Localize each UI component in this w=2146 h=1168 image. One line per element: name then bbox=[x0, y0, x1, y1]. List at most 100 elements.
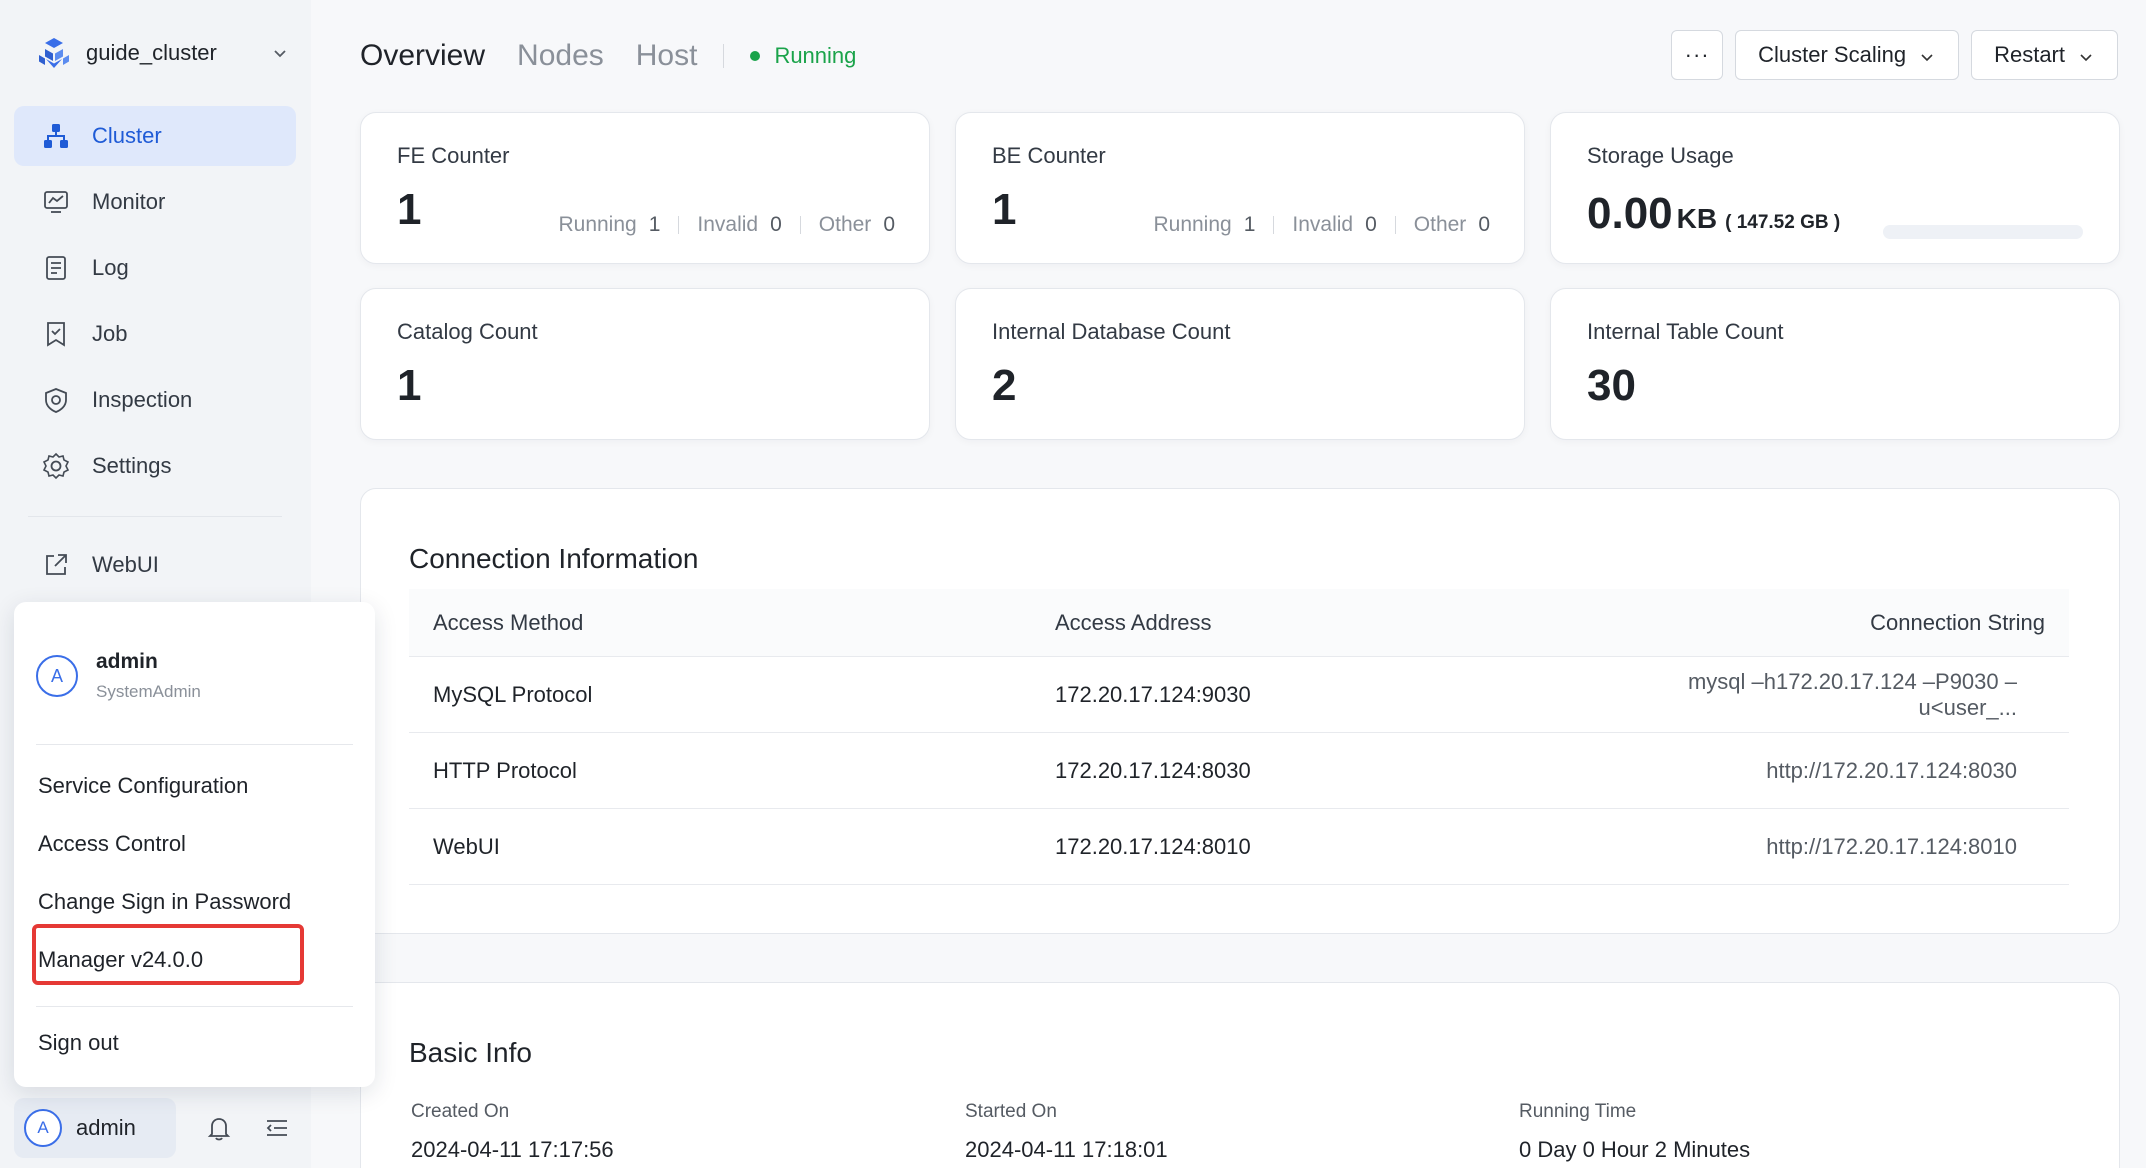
other-count: 0 bbox=[883, 213, 895, 236]
sidebar-item-settings[interactable]: Settings bbox=[14, 436, 296, 496]
running-time-value: 0 Day 0 Hour 2 Minutes bbox=[1519, 1137, 1751, 1162]
bell-icon[interactable] bbox=[204, 1113, 234, 1143]
other-label: Other bbox=[1413, 213, 1467, 236]
tab-overview[interactable]: Overview bbox=[360, 39, 486, 72]
divider bbox=[799, 216, 801, 234]
storage-total: ( 147.52 GB ) bbox=[1725, 212, 1841, 233]
sidebar-item-label: WebUI bbox=[92, 552, 159, 577]
card-breakdown: Running 1 Invalid 0 Other 0 bbox=[558, 213, 895, 237]
connection-info-section: Connection Information Access Method Acc… bbox=[360, 488, 2120, 934]
connection-string[interactable]: mysql –h172.20.17.124 –P9030 –u<user_... bbox=[1687, 668, 2017, 720]
column-header: Access Address bbox=[1055, 609, 1212, 635]
card-title: Storage Usage bbox=[1587, 143, 1734, 168]
table-count-card: Internal Table Count 30 bbox=[1550, 288, 2120, 440]
card-value: 30 bbox=[1587, 361, 1636, 410]
access-method: WebUI bbox=[433, 833, 500, 859]
sidebar-item-label: Settings bbox=[92, 453, 172, 478]
user-menu-popup: A admin SystemAdmin Service Configuratio… bbox=[14, 602, 375, 1087]
section-title: Connection Information bbox=[409, 543, 699, 574]
current-user-name: admin bbox=[76, 1115, 136, 1140]
monitor-icon bbox=[42, 188, 70, 216]
connection-table: Access Method Access Address Connection … bbox=[409, 589, 2069, 885]
sidebar-item-monitor[interactable]: Monitor bbox=[14, 172, 296, 232]
connection-string[interactable]: http://172.20.17.124:8030 bbox=[1766, 757, 2017, 783]
sidebar-item-job[interactable]: Job bbox=[14, 304, 296, 364]
other-label: Other bbox=[818, 213, 872, 236]
sidebar-item-inspection[interactable]: Inspection bbox=[14, 370, 296, 430]
user-menu-trigger[interactable]: A admin bbox=[14, 1098, 176, 1158]
other-count: 0 bbox=[1478, 213, 1490, 236]
card-title: FE Counter bbox=[397, 143, 510, 168]
menu-item-access-control[interactable]: Access Control bbox=[38, 831, 186, 856]
sidebar-item-webui[interactable]: WebUI bbox=[14, 535, 296, 595]
card-title: BE Counter bbox=[992, 143, 1106, 168]
card-value: 1 bbox=[992, 185, 1017, 234]
button-label: Restart bbox=[1994, 42, 2065, 67]
column-header: Connection String bbox=[1870, 609, 2045, 635]
gear-icon bbox=[42, 452, 70, 480]
sidebar-footer: A admin bbox=[14, 1098, 304, 1158]
cluster-icon bbox=[42, 122, 70, 150]
running-label: Running bbox=[1153, 213, 1232, 236]
cluster-status: Running bbox=[774, 43, 857, 68]
storage-value: 0.00 KB ( 147.52 GB ) bbox=[1587, 189, 1840, 239]
tab-host[interactable]: Host bbox=[635, 39, 698, 72]
sidebar-divider bbox=[28, 516, 282, 517]
card-title: Internal Database Count bbox=[992, 319, 1231, 344]
sidebar-item-log[interactable]: Log bbox=[14, 238, 296, 298]
restart-button[interactable]: Restart bbox=[1971, 30, 2118, 80]
user-role: SystemAdmin bbox=[96, 682, 201, 701]
chevron-down-icon bbox=[2077, 46, 2095, 64]
cluster-switcher[interactable]: guide_cluster bbox=[36, 30, 291, 76]
external-link-icon bbox=[42, 551, 70, 579]
button-label: Cluster Scaling bbox=[1758, 42, 1907, 67]
chevron-down-icon bbox=[269, 42, 291, 64]
menu-item-change-password[interactable]: Change Sign in Password bbox=[38, 889, 292, 914]
storage-unit: KB bbox=[1676, 203, 1718, 234]
highlight-annotation bbox=[32, 924, 304, 985]
divider bbox=[36, 1006, 353, 1007]
cluster-scaling-button[interactable]: Cluster Scaling bbox=[1735, 30, 1960, 80]
more-button[interactable]: ··· bbox=[1671, 30, 1724, 80]
created-on-value: 2024-04-11 17:17:56 bbox=[411, 1137, 614, 1162]
access-address: 172.20.17.124:8030 bbox=[1055, 757, 1251, 783]
running-label: Running bbox=[558, 213, 637, 236]
started-on-label: Started On bbox=[965, 1101, 1057, 1122]
card-title: Catalog Count bbox=[397, 319, 538, 344]
database-count-card: Internal Database Count 2 bbox=[955, 288, 1525, 440]
invalid-label: Invalid bbox=[1292, 213, 1354, 236]
divider bbox=[1394, 216, 1396, 234]
sidebar-item-label: Cluster bbox=[92, 123, 162, 148]
catalog-count-card: Catalog Count 1 bbox=[360, 288, 930, 440]
job-icon bbox=[42, 320, 70, 348]
status-dot-icon bbox=[750, 51, 761, 61]
sidebar-item-label: Log bbox=[92, 255, 129, 280]
invalid-count: 0 bbox=[770, 213, 782, 236]
user-name: admin bbox=[96, 650, 158, 673]
storage-used: 0.00 bbox=[1587, 189, 1673, 238]
divider bbox=[36, 744, 353, 745]
menu-item-manager-version[interactable]: Manager v24.0.0 bbox=[38, 947, 204, 972]
section-title: Basic Info bbox=[409, 1037, 532, 1068]
fe-counter-card: FE Counter 1 Running 1 Invalid 0 Other 0 bbox=[360, 112, 930, 264]
divider bbox=[1273, 216, 1275, 234]
collapse-menu-icon[interactable] bbox=[262, 1113, 292, 1143]
access-address: 172.20.17.124:9030 bbox=[1055, 681, 1251, 707]
tab-nodes[interactable]: Nodes bbox=[517, 39, 604, 72]
be-counter-card: BE Counter 1 Running 1 Invalid 0 Other 0 bbox=[955, 112, 1525, 264]
sidebar-item-label: Inspection bbox=[92, 387, 193, 412]
menu-item-sign-out[interactable]: Sign out bbox=[38, 1030, 119, 1055]
connection-string[interactable]: http://172.20.17.124:8010 bbox=[1766, 833, 2017, 859]
sidebar-item-label: Job bbox=[92, 321, 128, 346]
menu-item-service-configuration[interactable]: Service Configuration bbox=[38, 773, 249, 798]
sidebar-item-cluster[interactable]: Cluster bbox=[14, 106, 296, 166]
more-label: ··· bbox=[1684, 42, 1710, 67]
tab-divider bbox=[723, 44, 725, 68]
table-row: WebUI 172.20.17.124:8010 http://172.20.1… bbox=[409, 809, 2069, 885]
sidebar-nav: Cluster Monitor Log Job Inspection bbox=[14, 106, 296, 601]
access-address: 172.20.17.124:8010 bbox=[1055, 833, 1251, 859]
avatar: A bbox=[24, 1109, 62, 1147]
page-tabs: Overview Nodes Host Running bbox=[360, 34, 856, 78]
table-row: HTTP Protocol 172.20.17.124:8030 http://… bbox=[409, 733, 2069, 809]
created-on-label: Created On bbox=[411, 1101, 510, 1122]
